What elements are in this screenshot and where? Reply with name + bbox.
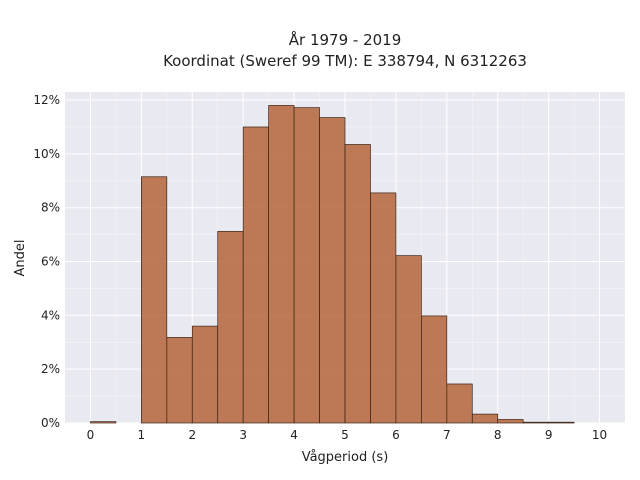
x-tick-label: 8 [494,428,502,442]
y-axis-ticks: 0% 2% 4% 6% 8% 10% 12% [33,93,60,430]
x-tick-label: 9 [545,428,553,442]
x-tick-label: 1 [138,428,146,442]
y-tick-label: 12% [33,93,60,107]
histogram-bar [395,255,422,424]
x-axis-label: Vågperiod (s) [302,450,389,465]
histogram-bar [497,419,524,424]
x-tick-label: 4 [290,428,298,442]
y-tick-label: 10% [33,147,60,161]
histogram-bar [344,144,371,424]
histogram-bar [293,107,320,424]
x-tick-label: 7 [443,428,451,442]
histogram-bar [446,383,473,424]
x-tick-label: 3 [239,428,247,442]
x-tick-label: 2 [188,428,196,442]
x-tick-label: 6 [392,428,400,442]
bars [90,105,575,424]
y-tick-label: 8% [41,201,60,215]
histogram-bar [370,192,397,424]
x-tick-label: 5 [341,428,349,442]
histogram-bar [548,421,575,424]
histogram-bar [90,421,117,424]
histogram-bar [141,176,168,424]
x-tick-label: 10 [592,428,607,442]
x-tick-label: 0 [87,428,95,442]
y-tick-label: 2% [41,362,60,376]
y-tick-label: 4% [41,308,60,322]
histogram-bar [166,337,193,424]
chart-title: År 1979 - 2019 [289,30,402,49]
y-tick-label: 6% [41,255,60,269]
histogram-bar [242,126,269,424]
chart-subtitle: Koordinat (Sweref 99 TM): E 338794, N 63… [163,52,527,70]
y-tick-label: 0% [41,416,60,430]
histogram-bar [319,117,346,424]
histogram-bar [217,231,244,424]
x-axis-ticks: 0 1 2 3 4 5 6 7 8 9 10 [87,428,608,442]
histogram-bar [191,325,219,424]
y-axis-label: Andel [13,240,28,277]
histogram-bar [471,413,499,424]
histogram-bar [522,421,549,424]
histogram-bar [421,315,448,424]
histogram-bar [268,105,295,424]
